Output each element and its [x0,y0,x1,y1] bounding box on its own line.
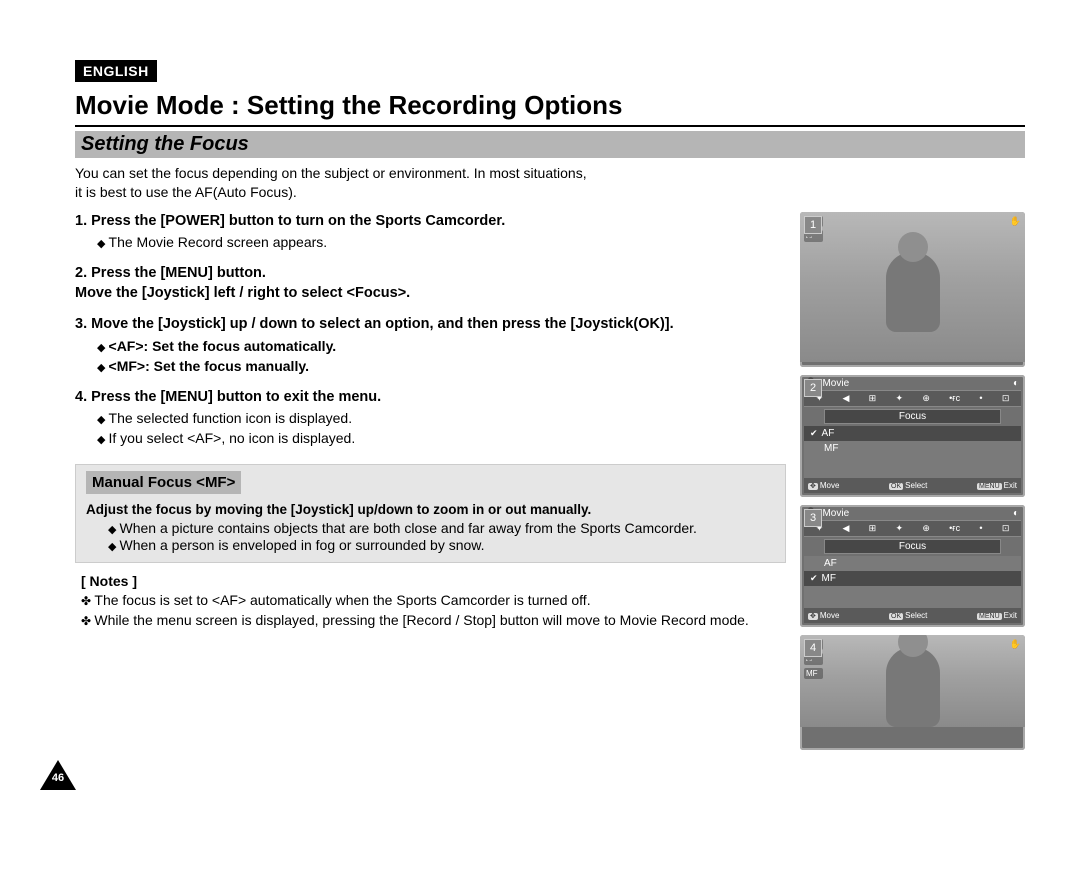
menu-tab-icon: ⊞ [869,523,877,534]
mf-bullet: When a person is enveloped in fog or sur… [108,537,775,553]
step-title: Press the [POWER] button to turn on the … [75,212,786,232]
menu-tab-icon: ⊕ [922,393,930,404]
step-sub: If you select <AF>, no icon is displayed… [97,429,786,448]
mf-lead: Adjust the focus by moving the [Joystick… [86,502,775,517]
menu-tab-icon: ◀ [842,393,849,404]
step-title: Press the [MENU] button. Move the [Joyst… [75,264,786,303]
menu-option-af: AF [804,556,1021,571]
menu-tab-icon: ◀ [842,523,849,534]
steps-list: Press the [POWER] button to turn on the … [75,212,786,448]
notes-list: The focus is set to <AF> automatically w… [75,591,786,630]
menu-tab-icon: •ғᴄ [949,523,960,534]
option-text: MF [824,443,838,454]
option-text: AF [822,428,835,439]
menu-option-af: ✔ AF [804,426,1021,441]
step-item: Press the [POWER] button to turn on the … [75,212,786,252]
footer-label: Exit [1004,611,1017,620]
shot-number: 3 [804,509,822,527]
step-item: Press the [MENU] button. Move the [Joyst… [75,264,786,303]
menu-key-icon: MENU [977,613,1002,620]
footer-label: Move [820,481,840,490]
hand-icon: ✋ [1010,216,1021,227]
menu-tab-icon: •ғᴄ [949,393,960,404]
footer-label: Exit [1004,481,1017,490]
focus-menu-label: Focus [824,409,1001,424]
intro-text: You can set the focus depending on the s… [75,164,1025,202]
footer-label: Move [820,611,840,620]
subject-placeholder [886,252,940,332]
ok-key-icon: OK [889,613,903,620]
mf-header: Manual Focus <MF> [86,471,241,494]
manual-focus-box: Manual Focus <MF> Adjust the focus by mo… [75,464,786,563]
screenshot-3: 3 🎥 Movie ◐ ✦ ◀ ⊞ ✦ ⊕ •ғᴄ • [800,505,1025,627]
step-sub: <AF>: Set the focus automatically. [97,337,786,356]
mode-label: Movie [822,508,849,519]
focus-menu-label: Focus [824,539,1001,554]
step-title: Press the [MENU] button to exit the menu… [75,388,786,408]
ok-key-icon: OK [889,483,903,490]
intro-line: You can set the focus depending on the s… [75,165,587,181]
note-item: While the menu screen is displayed, pres… [81,611,786,630]
note-item: The focus is set to <AF> automatically w… [81,591,786,610]
menu-tab-icon: ⊕ [922,523,930,534]
menu-tab-icon: ⊡ [1002,393,1010,404]
screenshot-2: 2 🎥 Movie ◐ ✦ ◀ ⊞ ✦ ⊕ •ғᴄ • [800,375,1025,497]
step-sub-text: <AF>: Set the focus automatically. [109,338,337,354]
shot-number: 1 [804,216,822,234]
menu-tab-icon: ⊞ [869,393,877,404]
menu-tab-icon: ✦ [896,393,904,404]
check-icon: ✔ [810,573,818,584]
language-badge: ENGLISH [75,60,157,82]
shot-number: 2 [804,379,822,397]
notes-label: [ Notes ] [81,573,786,589]
hand-icon: ✋ [1010,639,1021,650]
step-sub: <MF>: Set the focus manually. [97,357,786,376]
screenshot-4: 4 🎥 STBY 00:00:00/00:40:05 ● 720i ⛶ MF [800,635,1025,750]
footer-label: Select [905,611,927,620]
step-title: Move the [Joystick] up / down to select … [75,315,786,335]
option-text: MF [822,573,836,584]
option-text: AF [824,558,837,569]
step-sub: The selected function icon is displayed. [97,409,786,428]
instructions-column: Press the [POWER] button to turn on the … [75,212,786,758]
step-sub: The Movie Record screen appears. [97,233,786,252]
menu-tab-icon: ✦ [896,523,904,534]
menu-icon-strip: ✦ ◀ ⊞ ✦ ⊕ •ғᴄ • ⊡ [804,390,1021,407]
footer-label: Select [905,481,927,490]
nav-key-icon: ✥ [808,613,818,620]
section-header: Setting the Focus [75,131,1025,158]
menu-tab-icon: • [979,393,982,404]
screenshot-1: 1 🎥 STBY 00:00:00/00:40:05 ● 720i ⛶ ✋ [800,212,1025,367]
menu-footer: ✥Move OKSelect MENUExit [804,608,1021,623]
menu-icon-strip: ✦ ◀ ⊞ ✦ ⊕ •ғᴄ • ⊡ [804,520,1021,537]
page-number: 46 [48,772,68,784]
menu-footer: ✥Move OKSelect MENUExit [804,478,1021,493]
step-item: Press the [MENU] button to exit the menu… [75,388,786,448]
menu-tab-icon: ⊡ [1002,523,1010,534]
intro-line: it is best to use the AF(Auto Focus). [75,184,297,200]
menu-option-mf: MF [804,441,1021,456]
page-title: Movie Mode : Setting the Recording Optio… [75,90,1025,127]
check-icon: ✔ [810,428,818,439]
subject-placeholder [886,647,940,727]
menu-tab-icon: • [979,523,982,534]
mode-label: Movie [822,378,849,389]
step-item: Move the [Joystick] up / down to select … [75,315,786,375]
mf-bullet: When a picture contains objects that are… [108,520,775,536]
mf-badge: MF [804,668,823,679]
shot-number: 4 [804,639,822,657]
menu-option-mf: ✔ MF [804,571,1021,586]
step-sub-text: <MF>: Set the focus manually. [109,358,309,374]
menu-key-icon: MENU [977,483,1002,490]
screenshots-column: 1 🎥 STBY 00:00:00/00:40:05 ● 720i ⛶ ✋ [800,212,1025,758]
nav-key-icon: ✥ [808,483,818,490]
